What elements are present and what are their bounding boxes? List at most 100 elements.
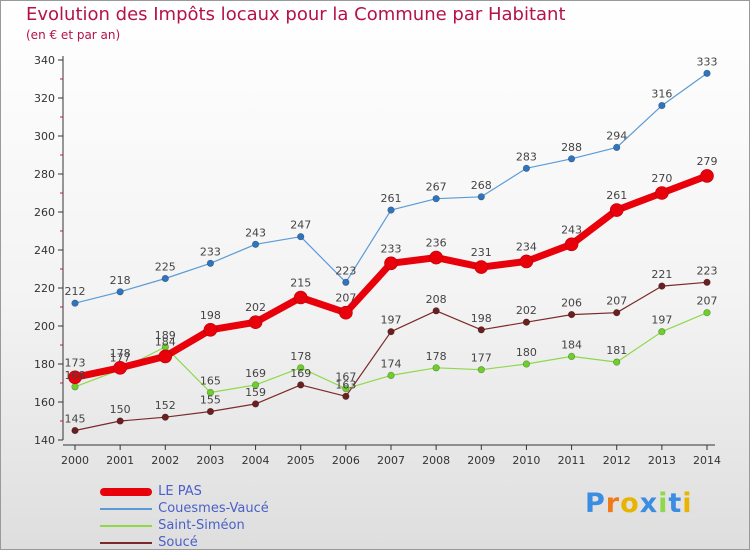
data-label-saint-simeon: 169 (245, 367, 266, 380)
data-label-saint-simeon: 207 (697, 295, 718, 308)
data-point-le-pas (158, 349, 173, 364)
data-point-couesmes-vauce (567, 155, 576, 163)
data-label-le-pas: 261 (606, 189, 627, 202)
x-tick-label: 2000 (61, 454, 89, 467)
x-tick-label: 2004 (242, 454, 270, 467)
data-point-couesmes-vauce (116, 288, 124, 296)
legend-swatch (100, 524, 152, 527)
data-label-saint-simeon: 189 (155, 329, 176, 342)
data-point-saint-simeon (522, 360, 531, 368)
data-point-saint-simeon (703, 309, 711, 317)
data-label-couesmes-vauce: 294 (606, 129, 627, 142)
data-label-le-pas: 207 (335, 292, 356, 305)
data-label-couesmes-vauce: 223 (335, 264, 356, 277)
x-tick-label: 2006 (332, 454, 360, 467)
data-label-couesmes-vauce: 218 (110, 274, 131, 287)
x-tick-label: 2011 (558, 454, 586, 467)
data-point-souce (297, 381, 305, 389)
y-tick-label: 320 (34, 92, 55, 105)
legend-item-souce[interactable]: Soucé (100, 534, 269, 551)
data-label-saint-simeon: 174 (381, 357, 402, 370)
data-point-saint-simeon (387, 371, 395, 380)
data-point-le-pas (384, 256, 398, 271)
logo-letter: P (585, 488, 606, 519)
data-label-le-pas: 215 (290, 277, 311, 290)
data-label-le-pas: 234 (516, 240, 537, 253)
x-tick-label: 2010 (512, 454, 540, 467)
data-label-saint-simeon: 180 (516, 346, 537, 359)
chart-legend: LE PAS Couesmes-Vaucé Saint-Siméon Soucé (100, 483, 269, 551)
y-tick-label: 220 (34, 282, 55, 295)
x-tick-label: 2013 (648, 454, 676, 467)
data-point-souce (251, 400, 260, 408)
data-label-saint-simeon: 177 (110, 352, 131, 365)
data-point-saint-simeon (567, 352, 576, 361)
legend-label: Couesmes-Vaucé (158, 501, 269, 516)
data-point-le-pas (113, 360, 127, 375)
y-tick-label: 200 (34, 320, 55, 333)
data-point-saint-simeon (342, 385, 350, 393)
data-point-saint-simeon (432, 364, 440, 372)
data-label-couesmes-vauce: 316 (651, 88, 672, 101)
x-tick-label: 2012 (603, 454, 631, 467)
legend-item-saint-simeon[interactable]: Saint-Siméon (100, 517, 269, 534)
data-label-le-pas: 233 (381, 242, 402, 255)
data-label-souce: 198 (471, 312, 492, 325)
data-point-couesmes-vauce (477, 193, 485, 201)
data-point-souce (161, 413, 169, 421)
data-point-souce (432, 307, 440, 315)
data-point-souce (342, 392, 350, 400)
data-point-couesmes-vauce (613, 143, 621, 151)
legend-label: Saint-Siméon (158, 518, 245, 533)
data-point-le-pas (609, 203, 624, 217)
x-tick-label: 2009 (467, 454, 495, 467)
data-point-saint-simeon (206, 388, 215, 397)
legend-label: Soucé (158, 535, 198, 550)
data-label-le-pas: 270 (651, 172, 672, 185)
x-tick-label: 2005 (287, 454, 315, 467)
logo-letter: r (605, 488, 621, 519)
data-label-le-pas: 178 (110, 347, 131, 360)
data-point-le-pas (293, 290, 308, 305)
data-label-le-pas: 231 (471, 246, 492, 259)
data-point-le-pas (474, 260, 489, 274)
data-label-couesmes-vauce: 333 (697, 55, 718, 68)
legend-item-couesmes-vauce[interactable]: Couesmes-Vaucé (100, 500, 269, 517)
data-point-souce (613, 309, 621, 317)
data-point-saint-simeon (658, 328, 666, 336)
data-point-le-pas (700, 169, 714, 183)
x-tick-label: 2003 (196, 454, 224, 467)
data-point-couesmes-vauce (206, 259, 215, 267)
data-label-souce: 163 (335, 378, 356, 391)
x-tick-label: 2007 (377, 454, 405, 467)
x-tick-label: 2001 (106, 454, 134, 467)
data-label-souce: 159 (245, 386, 266, 399)
data-point-souce (567, 311, 576, 319)
logo-letter: i (658, 488, 669, 519)
y-tick-label: 280 (34, 168, 55, 181)
legend-swatch (100, 507, 152, 510)
data-point-souce (703, 278, 711, 286)
data-label-souce: 169 (290, 367, 311, 380)
x-tick-label: 2014 (693, 454, 721, 467)
y-tick-label: 240 (34, 244, 55, 257)
data-label-le-pas: 202 (245, 301, 266, 314)
data-label-couesmes-vauce: 243 (245, 226, 266, 239)
data-label-souce: 152 (155, 399, 176, 412)
data-label-souce: 208 (426, 293, 447, 306)
data-label-couesmes-vauce: 268 (471, 179, 492, 192)
data-label-le-pas: 184 (155, 335, 176, 348)
data-label-couesmes-vauce: 233 (200, 245, 221, 258)
data-point-le-pas (248, 315, 263, 330)
data-label-couesmes-vauce: 261 (381, 192, 402, 205)
data-point-saint-simeon (71, 383, 79, 391)
data-label-saint-simeon: 178 (426, 350, 447, 363)
legend-item-le-pas[interactable]: LE PAS (100, 483, 269, 500)
data-point-couesmes-vauce (658, 101, 666, 110)
data-label-le-pas: 236 (426, 237, 447, 250)
data-label-souce: 197 (381, 314, 402, 327)
chart-subtitle: (en € et par an) (26, 28, 121, 42)
data-point-saint-simeon (297, 364, 305, 372)
data-label-le-pas: 279 (697, 155, 718, 168)
